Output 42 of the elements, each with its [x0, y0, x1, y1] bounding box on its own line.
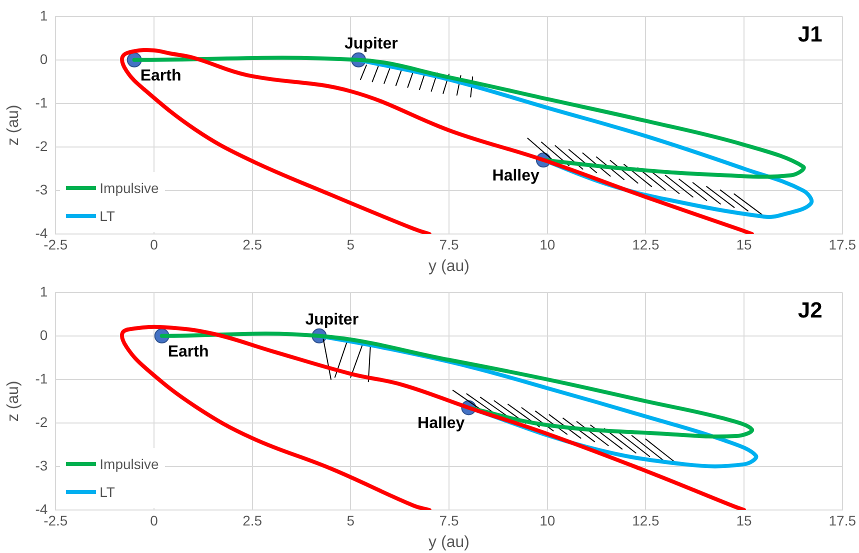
- x-tick-label: 2.5: [242, 512, 262, 528]
- x-tick-label: 7.5: [439, 236, 459, 252]
- legend-label: LT: [100, 484, 115, 500]
- x-tick-label: 15: [736, 512, 752, 528]
- x-tick-label: 0: [150, 236, 158, 252]
- legend-label: Impulsive: [100, 456, 159, 472]
- legend-label: LT: [100, 208, 115, 224]
- x-tick-label: 0: [150, 512, 158, 528]
- x-tick-label: 5: [346, 512, 355, 528]
- y-tick-label: -3: [35, 181, 48, 198]
- x-tick-label: 10: [540, 236, 556, 252]
- y-tick-label: -1: [35, 370, 48, 386]
- x-tick-label: 12.5: [632, 236, 660, 252]
- x-tick-label: 15: [736, 236, 752, 252]
- y-axis-title: z (au): [5, 104, 22, 146]
- y-tick-label: -3: [35, 457, 48, 474]
- y-axis-title: z (au): [5, 380, 22, 422]
- x-tick-label: 17.5: [828, 236, 856, 252]
- annotation: J1: [798, 21, 822, 46]
- y-tick-label: -2: [35, 138, 48, 154]
- y-tick-label: -1: [35, 94, 48, 110]
- annotation: Halley: [418, 415, 465, 432]
- x-axis-title: y (au): [428, 258, 470, 275]
- x-tick-label: 17.5: [828, 512, 856, 528]
- x-tick-label: 12.5: [632, 512, 660, 528]
- y-tick-label: 1: [40, 283, 48, 300]
- annotation: J2: [798, 297, 822, 322]
- y-tick-label: -2: [35, 414, 48, 430]
- x-tick-label: 5: [346, 236, 355, 252]
- y-tick-label: 0: [40, 326, 48, 343]
- annotation: Halley: [492, 167, 540, 184]
- x-tick-label: 10: [540, 512, 556, 528]
- annotation: Earth: [140, 67, 182, 84]
- annotation: Jupiter: [305, 311, 359, 328]
- x-axis-title: y (au): [428, 534, 470, 551]
- annotation: Jupiter: [344, 35, 398, 52]
- legend-label: Impulsive: [100, 180, 159, 196]
- y-tick-label: 0: [40, 50, 48, 67]
- annotation: Earth: [168, 343, 209, 360]
- x-tick-label: 2.5: [242, 236, 262, 252]
- x-tick-label: 7.5: [439, 512, 459, 528]
- y-tick-label: 1: [40, 7, 48, 24]
